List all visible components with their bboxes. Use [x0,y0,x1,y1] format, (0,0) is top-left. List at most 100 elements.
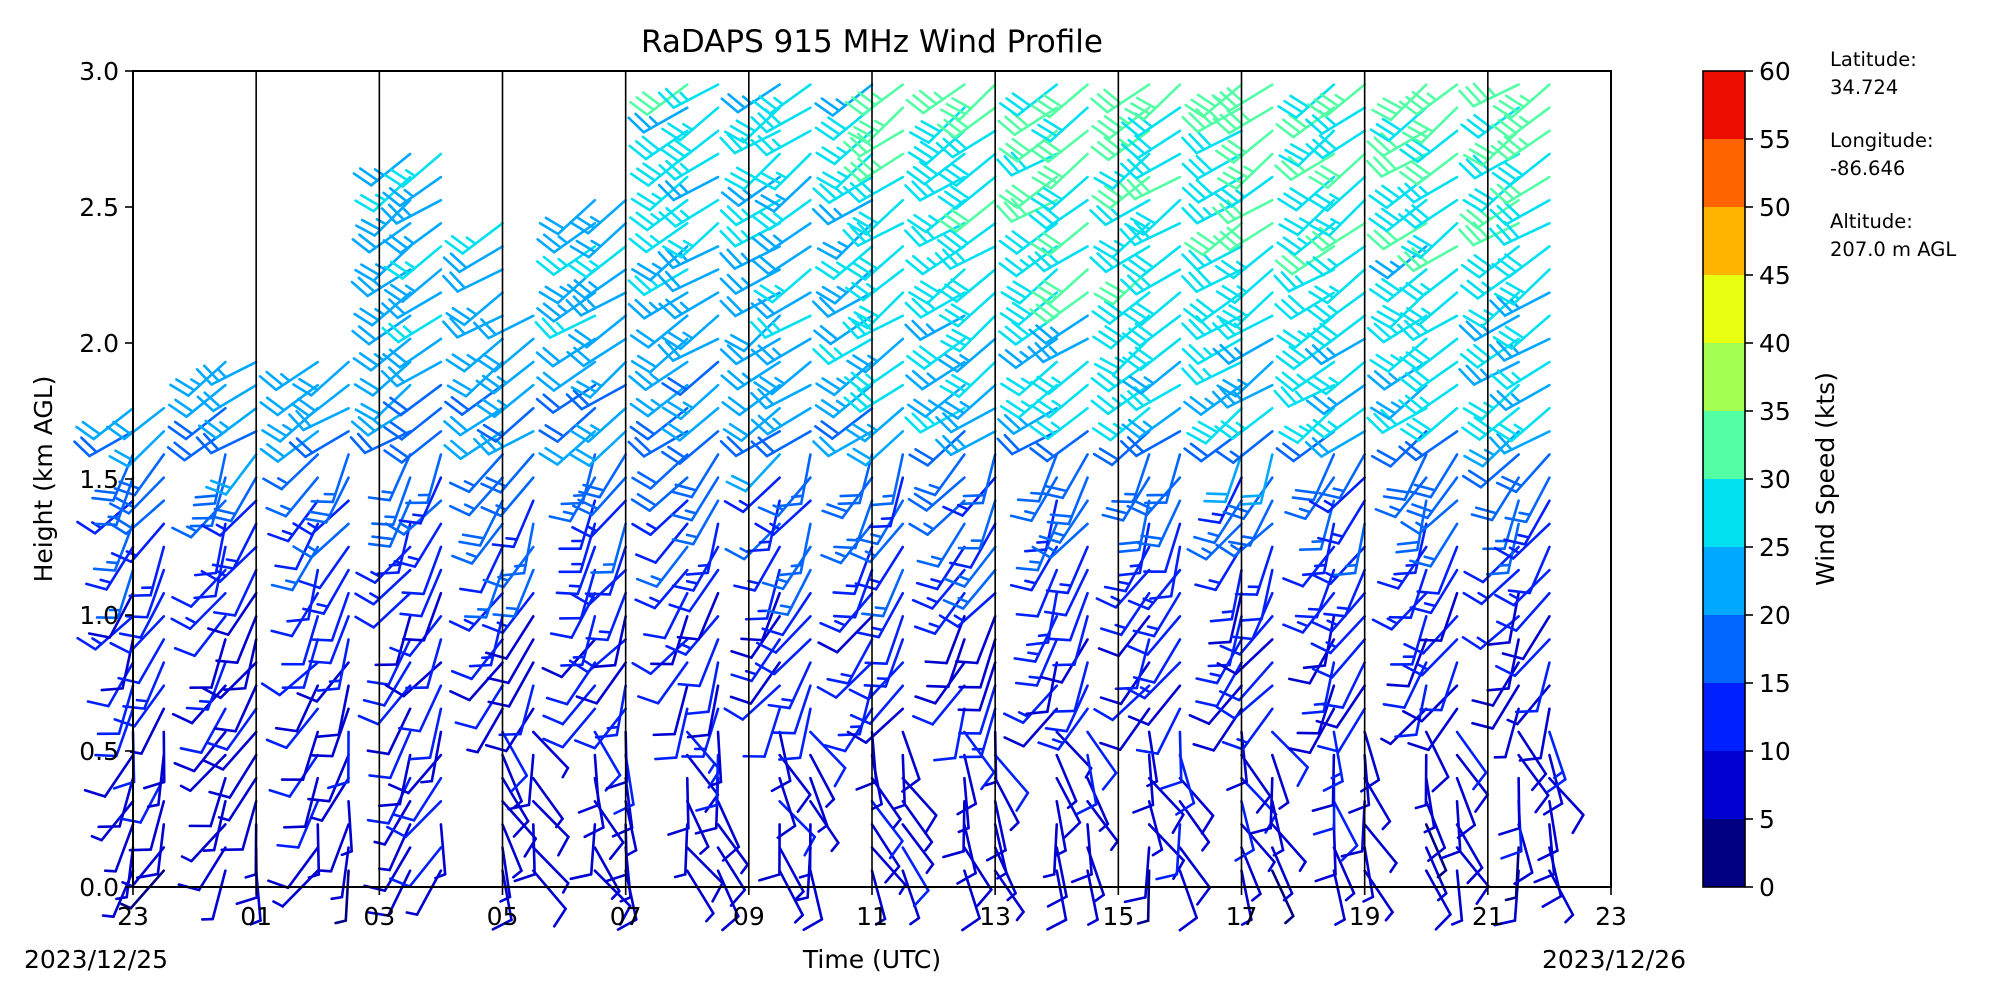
barb-flag [1089,256,1108,274]
barb-flag [819,183,838,200]
wind-barb [733,545,781,592]
barb-flag [209,479,233,490]
barb-flag [1274,303,1293,320]
barb-half-flag [1113,239,1126,248]
wind-barb [843,152,905,183]
barb-flag [566,350,585,368]
barb-half-flag [840,672,854,678]
barb-flag [1431,775,1450,793]
barb-flag [544,424,565,438]
barb-flag [1126,178,1144,197]
barb-shaft [946,638,966,689]
barb-shaft [470,638,504,681]
y-tick-label: 0.5 [79,737,119,766]
barb-flag [458,540,482,547]
barb-flag [1311,436,1330,454]
barb-flag [491,543,516,549]
barb-flag [235,896,259,906]
barb-shaft [210,638,227,689]
barb-shaft [1175,823,1182,876]
barb-half-flag [1009,821,1020,832]
barb-flag [908,291,929,305]
barb-half-flag [1405,563,1419,567]
barb-half-flag [1344,563,1358,568]
barb-flag [1215,149,1235,164]
barb-flag [355,571,377,584]
barb-flag [996,437,1014,456]
wind-barb [1178,869,1198,932]
barb-flag [266,396,286,412]
barb-shaft [1270,869,1295,918]
wind-barb [751,198,812,231]
wind-barb [750,106,812,134]
barb-flag [636,167,656,182]
barb-shaft [1341,661,1366,709]
barb-shaft [189,753,227,793]
wind-barb [1045,545,1089,595]
barb-shaft [389,730,412,780]
barb-flag [1275,376,1295,392]
wind-barb [290,383,350,418]
wind-barb [146,753,166,808]
barb-flag [1002,712,1025,725]
barb-flag [695,803,718,812]
barb-shaft [1086,776,1110,826]
barb-shaft [901,846,930,892]
wind-barb [1491,245,1551,278]
barb-flag [401,637,426,642]
wind-barb [1178,776,1215,835]
barb-flag [1221,259,1242,275]
wind-barb [86,661,135,708]
barb-flag [843,396,862,413]
barb-half-flag [277,477,289,485]
wind-barb [1401,222,1459,259]
wind-barb [327,730,350,790]
barb-flag [1308,500,1330,514]
colorbar-label: Wind Speed (kts) [1811,372,1840,586]
barb-half-flag [1114,623,1128,630]
barb-flag [1398,445,1418,462]
wind-barb [1029,406,1089,441]
barb-shaft [439,823,447,876]
barb-half-flag [328,679,342,683]
wind-barb [459,545,504,594]
barb-flag [1530,772,1548,792]
barb-half-flag [1391,577,1404,584]
barb-shaft [243,638,258,690]
wind-barb [1471,661,1520,707]
barb-flag [359,307,380,322]
wind-barb [95,568,135,620]
barb-shaft [1504,707,1520,759]
barb-flag [1098,422,1119,437]
wind-barb [1374,476,1428,519]
barb-flag [934,252,952,270]
barb-flag [1282,236,1303,251]
barb-flag [388,877,411,888]
barb-flag [1315,218,1337,232]
wind-barb [993,823,1008,880]
wind-barb [916,522,966,568]
barb-half-flag [1037,633,1051,638]
barb-flag [757,414,776,432]
barb-flag [578,490,601,499]
barb-half-flag [871,626,884,632]
barb-flag [542,737,565,749]
barb-flag [1496,295,1514,314]
barb-flag [354,592,375,606]
wind-barb [695,753,720,812]
barb-flag [1371,618,1393,631]
wind-barb [565,291,627,317]
barb-shaft [1363,846,1375,899]
wind-barb [1160,730,1183,790]
wind-barb [901,800,934,852]
barb-half-flag [1051,399,1063,409]
barb-flag [1312,138,1331,155]
barb-flag [451,554,474,565]
wind-barb [1362,846,1375,903]
barb-shaft [531,776,564,821]
barb-flag [1371,108,1393,122]
barb-shaft [1517,753,1550,797]
barb-flag [1211,390,1229,409]
barb-flag [1027,345,1045,364]
y-tick-label: 1.5 [79,465,119,494]
